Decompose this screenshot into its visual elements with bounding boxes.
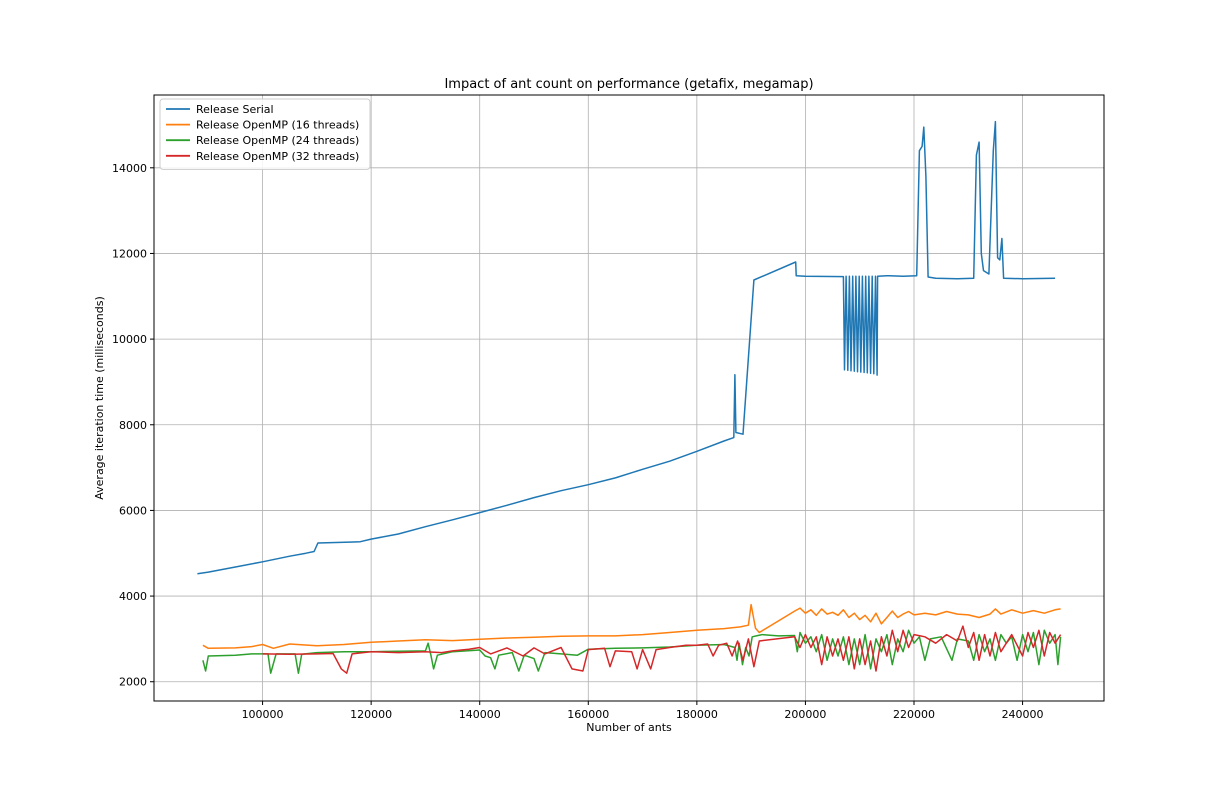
series-line-1 [197, 120, 1056, 575]
y-tick-label: 14000 [112, 162, 147, 175]
y-tick-label: 10000 [112, 333, 147, 346]
x-axis-label: Number of ants [586, 721, 672, 734]
x-tick-label: 180000 [676, 708, 718, 721]
plot-series [197, 120, 1062, 674]
y-tick-label: 8000 [119, 419, 147, 432]
x-tick-label: 140000 [459, 708, 501, 721]
grid [154, 95, 1104, 701]
y-tick-label: 4000 [119, 590, 147, 603]
x-tick-label: 220000 [893, 708, 935, 721]
series-line-3 [202, 629, 1062, 674]
legend: Release Serial Release OpenMP (16 threads… [159, 98, 371, 170]
x-tick-label: 240000 [1002, 708, 1044, 721]
x-tick-label: 160000 [567, 708, 609, 721]
series-line-2 [202, 603, 1061, 650]
legend-label: Release OpenMP (16 threads) [196, 119, 359, 132]
legend-label: Release OpenMP (32 threads) [196, 150, 359, 163]
plot-area-frame [153, 94, 1105, 702]
legend-label: Release OpenMP (24 threads) [196, 134, 359, 147]
x-tick-label: 200000 [784, 708, 826, 721]
x-tick-label: 120000 [350, 708, 392, 721]
y-tick-label: 2000 [119, 676, 147, 689]
axis-ticks: 100000 120000 140000 160000 180000 200000 2200… [112, 162, 1044, 721]
y-tick-label: 12000 [112, 247, 147, 260]
legend-box [159, 98, 371, 170]
chart-title: Impact of ant count on performance (geta… [444, 77, 813, 92]
x-tick-label: 100000 [242, 708, 284, 721]
y-axis-label: Average iteration time (milliseconds) [93, 296, 106, 499]
legend-label: Release Serial [196, 103, 274, 116]
series-line-4 [262, 625, 1062, 674]
y-tick-label: 6000 [119, 504, 147, 517]
